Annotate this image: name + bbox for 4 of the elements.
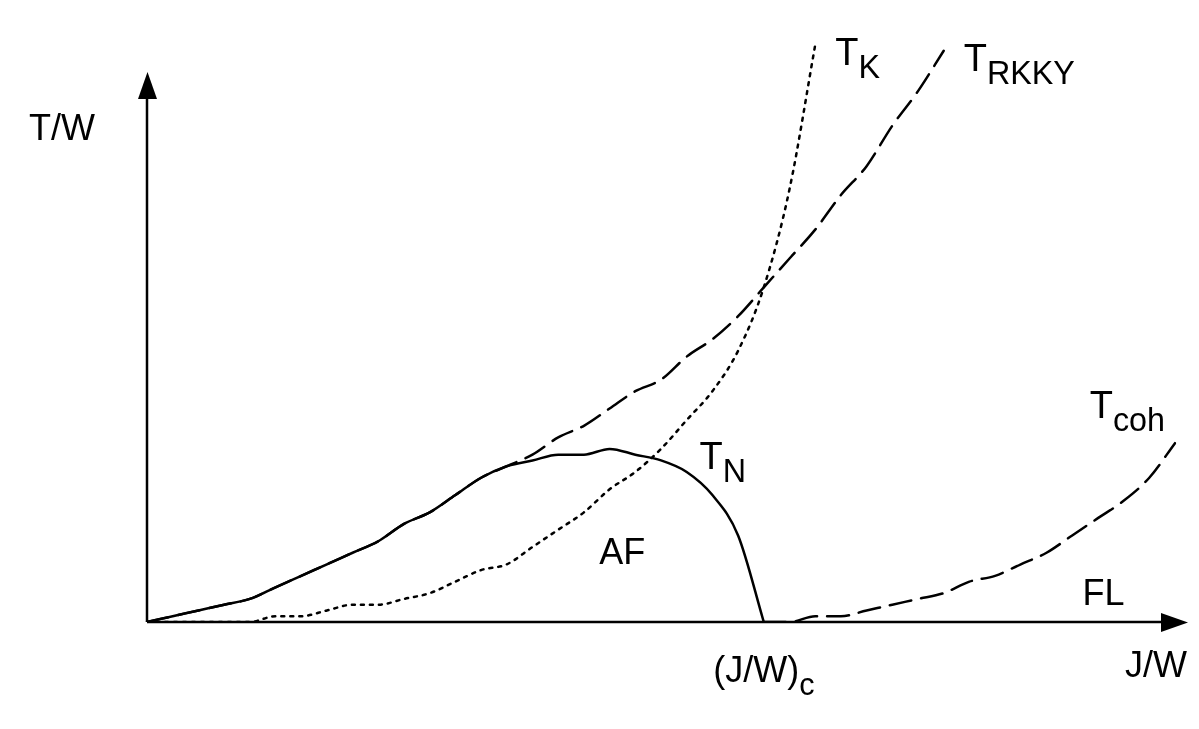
annotation: FL <box>1082 571 1125 613</box>
annotation: AF <box>599 531 646 573</box>
y-axis-title: T/W <box>29 107 96 148</box>
x-axis-title: J/W <box>1125 644 1188 685</box>
